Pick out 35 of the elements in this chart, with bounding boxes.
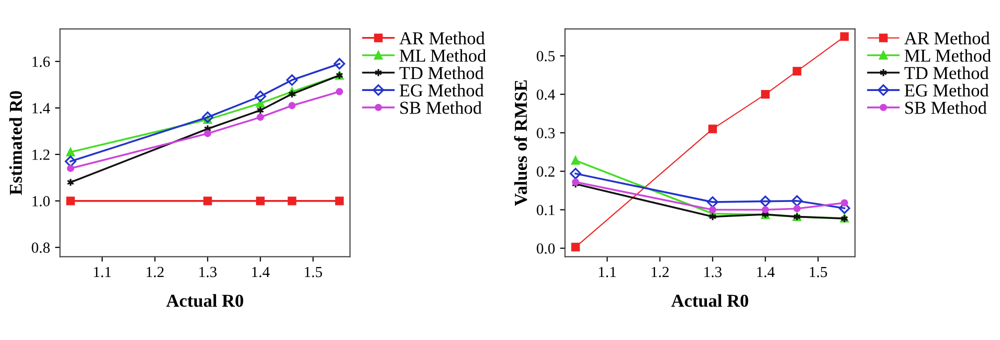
y-tick-label: 0.3 [536, 128, 555, 138]
y-tick-label: 0.0 [536, 243, 555, 254]
legend-label: AR Method [399, 32, 485, 44]
x-tick-label: 1.3 [199, 266, 217, 278]
x-tick-label: 1.4 [757, 266, 775, 278]
legend-label: TD Method [904, 66, 989, 80]
legend-label: SB Method [400, 101, 482, 114]
y-tick-label: 1.6 [32, 56, 50, 67]
y-tick-label: 1.0 [32, 196, 50, 206]
y-tick-label: 0.8 [32, 242, 50, 253]
y-tick-label: 0.5 [536, 50, 555, 62]
legend-label: EG Method [904, 84, 989, 97]
y-tick-label: 0.4 [536, 89, 556, 100]
y-axis-title: Values of RMSE [514, 80, 528, 206]
legend-label: ML Method [904, 49, 991, 62]
y-tick-label: 1.2 [32, 150, 50, 160]
x-tick-label: 1.4 [252, 266, 270, 278]
x-tick-label: 1.3 [704, 266, 722, 278]
x-tick-label: 1.1 [94, 266, 111, 278]
y-tick-label: 0.2 [536, 166, 554, 177]
y-axis-title: Estimated R0 [9, 91, 22, 195]
x-tick-label: 1.2 [652, 266, 669, 278]
y-tick-label: 1.4 [32, 103, 50, 114]
x-axis-title: Actual R0 [166, 294, 244, 307]
legend-label: AR Method [904, 32, 990, 44]
x-tick-label: 1.1 [598, 266, 616, 278]
x-axis-title: Actual R0 [671, 294, 748, 307]
legend-label: EG Method [400, 84, 484, 97]
legend-label: TD Method [399, 66, 484, 80]
x-tick-label: 1.5 [304, 266, 322, 278]
legend-label: ML Method [400, 49, 486, 62]
x-tick-label: 1.2 [146, 266, 164, 278]
y-tick-label: 0.1 [536, 204, 554, 216]
x-tick-label: 1.5 [810, 266, 828, 278]
legend-label: SB Method [905, 101, 987, 114]
